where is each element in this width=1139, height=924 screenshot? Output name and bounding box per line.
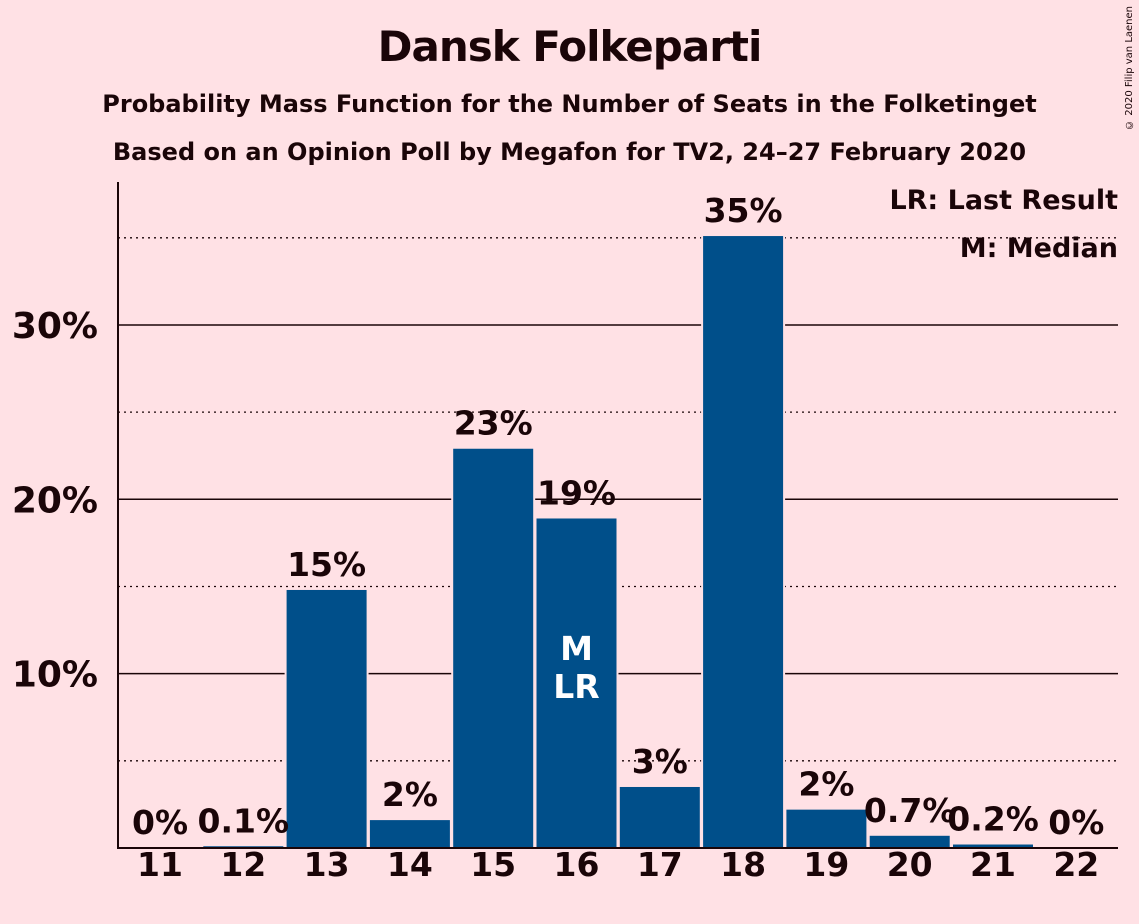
chart-subtitle-1: Probability Mass Function for the Number… (102, 90, 1037, 118)
bar (619, 786, 700, 848)
bar (869, 835, 950, 848)
data-label: 15% (287, 545, 366, 584)
chart-title: Dansk Folkeparti (377, 22, 763, 71)
x-tick-label: 18 (720, 845, 766, 884)
bar (369, 820, 450, 848)
data-label: 2% (382, 775, 438, 814)
x-tick-label: 20 (887, 845, 933, 884)
data-label: 0% (132, 803, 188, 842)
data-label: 3% (632, 742, 688, 781)
legend-median: M: Median (960, 233, 1118, 264)
last-result-marker: LR (553, 667, 599, 706)
x-tick-label: 13 (304, 845, 350, 884)
data-label: 2% (798, 765, 854, 804)
data-label: 19% (537, 473, 616, 512)
bar (786, 809, 867, 848)
x-tick-label: 12 (220, 845, 266, 884)
bar (703, 236, 784, 848)
y-tick-label: 30% (12, 306, 98, 347)
bar (536, 518, 617, 848)
x-tick-label: 11 (137, 845, 183, 884)
y-tick-label: 10% (12, 655, 98, 696)
median-marker: M (560, 629, 593, 668)
data-label: 0% (1048, 803, 1104, 842)
data-label: 35% (704, 191, 783, 230)
data-label: 0.2% (947, 800, 1039, 839)
x-tick-label: 19 (803, 845, 849, 884)
bar (286, 589, 367, 848)
y-tick-label: 20% (12, 480, 98, 521)
data-label: 23% (454, 404, 533, 443)
legend-last-result: LR: Last Result (889, 185, 1118, 216)
x-tick-label: 17 (637, 845, 683, 884)
x-tick-label: 14 (387, 845, 433, 884)
bar (453, 448, 534, 848)
bar (953, 844, 1033, 848)
x-tick-label: 15 (470, 845, 516, 884)
data-label: 0.1% (198, 801, 290, 840)
data-label: 0.7% (864, 791, 956, 830)
x-tick-label: 22 (1053, 845, 1099, 884)
x-tick-label: 16 (554, 845, 600, 884)
x-tick-label: 21 (970, 845, 1016, 884)
chart-subtitle-2: Based on an Opinion Poll by Megafon for … (112, 138, 1027, 166)
